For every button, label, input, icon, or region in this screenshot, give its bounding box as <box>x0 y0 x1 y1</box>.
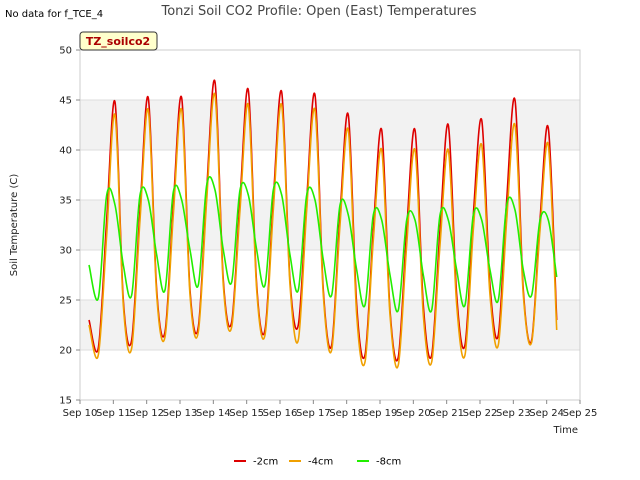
tag-label: TZ_soilco2 <box>86 35 150 48</box>
x-tick-label: Sep 20 <box>396 408 431 419</box>
x-tick-label: Sep 24 <box>529 408 564 419</box>
plot-band <box>80 300 580 350</box>
y-axis: 15 20 25 30 35 40 45 50 <box>59 46 80 407</box>
x-tick-label: Sep 19 <box>363 408 398 419</box>
plot-band <box>80 200 580 250</box>
y-tick-label: 35 <box>59 196 72 207</box>
tag-box: TZ_soilco2 <box>79 31 158 51</box>
x-tick-label: Sep 21 <box>429 408 464 419</box>
y-axis-label: Soil Temperature (C) <box>9 174 20 277</box>
x-tick-label: Sep 12 <box>129 408 164 419</box>
legend-label: -4cm <box>308 457 333 468</box>
y-tick-label: 50 <box>59 46 72 57</box>
x-tick-label: Sep 25 <box>563 408 598 419</box>
legend: -2cm -4cm -8cm <box>234 457 401 468</box>
x-tick-label: Sep 22 <box>463 408 498 419</box>
y-tick-label: 40 <box>59 146 72 157</box>
y-tick-label: 20 <box>59 346 72 357</box>
x-tick-label: Sep 17 <box>296 408 331 419</box>
tag-box-background <box>79 31 158 51</box>
x-tick-label: Sep 13 <box>163 408 198 419</box>
y-tick-label: 30 <box>59 246 72 257</box>
no-data-note: No data for f_TCE_4 <box>5 9 103 20</box>
y-tick-label: 45 <box>59 96 72 107</box>
y-tick-label: 25 <box>59 296 72 307</box>
x-tick-label: Sep 16 <box>263 408 298 419</box>
x-tick-label: Sep 11 <box>96 408 131 419</box>
y-tick-label: 15 <box>59 396 72 407</box>
x-tick-label: Sep 10 <box>63 408 98 419</box>
legend-label: -2cm <box>253 457 278 468</box>
x-tick-label: Sep 23 <box>496 408 531 419</box>
x-axis-label: Time <box>553 425 578 436</box>
legend-label: -8cm <box>376 457 401 468</box>
x-tick-label: Sep 15 <box>229 408 264 419</box>
chart-title: Tonzi Soil CO2 Profile: Open (East) Temp… <box>160 4 476 19</box>
series-group <box>88 79 558 369</box>
x-tick-label: Sep 14 <box>196 408 231 419</box>
series-line-8cm <box>88 175 558 313</box>
x-tick-label: Sep 18 <box>329 408 364 419</box>
plot-frame <box>79 49 581 401</box>
plot-band <box>80 100 580 150</box>
